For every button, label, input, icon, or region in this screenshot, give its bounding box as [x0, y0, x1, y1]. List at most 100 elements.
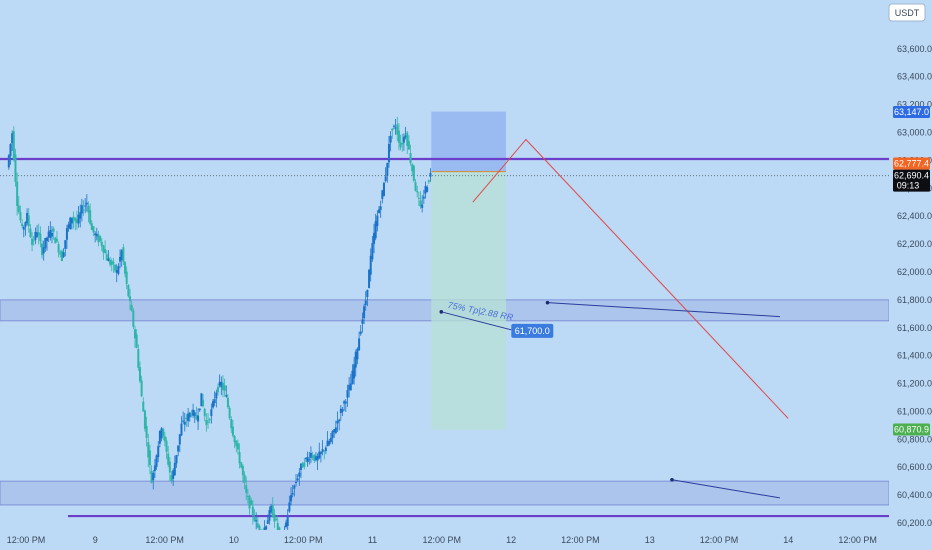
candle-body: [412, 165, 415, 181]
candle-body: [36, 232, 39, 237]
candle-body: [338, 419, 341, 422]
candle-body: [285, 522, 288, 527]
candle-body: [341, 409, 344, 412]
candle-body: [84, 205, 87, 207]
x-tick-label: 14: [783, 535, 793, 545]
candle-body: [147, 442, 150, 458]
candle-body: [167, 453, 170, 465]
candle-body: [65, 228, 68, 240]
candle-body: [419, 200, 422, 207]
candle-body: [67, 224, 70, 229]
candle-body: [236, 443, 239, 450]
candle-body: [429, 172, 432, 177]
x-tick-label: 13: [645, 535, 655, 545]
price-axis[interactable]: [889, 0, 932, 550]
candle-body: [401, 143, 404, 145]
y-tick-label: 63,600.0: [897, 44, 932, 54]
candle-body: [44, 237, 47, 249]
x-tick-label: 9: [93, 535, 98, 545]
candle-body: [163, 436, 166, 442]
zone-1[interactable]: [0, 480, 890, 506]
candle-body: [253, 517, 256, 521]
candle-body: [107, 258, 110, 262]
trend-line-anchor[interactable]: [545, 300, 550, 305]
candle-body: [50, 233, 53, 237]
candle-body: [137, 348, 140, 368]
candle-body: [115, 270, 118, 273]
candle-body: [309, 452, 312, 458]
candle-body: [273, 514, 276, 522]
x-tick-label: 10: [229, 535, 239, 545]
candle-body: [333, 429, 336, 432]
price-tag[interactable]: [893, 423, 930, 436]
candle-body: [173, 462, 176, 476]
candle-body: [153, 465, 156, 472]
y-tick-label: 62,200.0: [897, 239, 932, 249]
trend-line-0[interactable]: [472, 138, 789, 419]
trend-line-2[interactable]: [671, 479, 780, 499]
candle-body: [238, 452, 241, 464]
candle-body: [9, 144, 12, 157]
candle-body: [89, 210, 92, 224]
candle-body: [152, 472, 155, 481]
candle-body: [47, 231, 50, 238]
candle-body: [54, 237, 57, 244]
trend-line-1[interactable]: [547, 302, 780, 318]
annotation-line: [441, 311, 512, 331]
candle-body: [95, 233, 98, 237]
position-target-zone[interactable]: [431, 171, 506, 430]
candle-body: [359, 331, 362, 334]
candle-body: [75, 219, 78, 224]
candle-body: [304, 458, 307, 460]
x-tick-label: 12: [506, 535, 516, 545]
candle-body: [318, 451, 321, 459]
candle-body: [90, 223, 93, 230]
candle-body: [125, 271, 128, 284]
y-tick-label: 60,200.0: [897, 518, 932, 528]
candle-body: [364, 300, 367, 306]
candle-body: [417, 197, 420, 199]
candle-body: [363, 306, 366, 319]
candle-body: [291, 493, 294, 495]
candle-body: [197, 415, 200, 422]
candle-body: [190, 414, 193, 416]
currency-label: USDT: [895, 8, 920, 18]
candle-body: [323, 450, 326, 452]
currency-badge[interactable]: USDT: [888, 3, 926, 22]
price-tag[interactable]: [893, 157, 930, 170]
candle-body: [150, 471, 153, 483]
y-tick-label: 61,400.0: [897, 351, 932, 361]
candle-body: [62, 252, 65, 257]
candle-body: [404, 135, 407, 138]
candle-body: [203, 408, 206, 417]
candle-body: [178, 434, 181, 445]
candle-body: [109, 260, 112, 265]
candle-body: [231, 426, 234, 436]
candle-body: [160, 428, 163, 439]
annotation-target-tag[interactable]: [511, 323, 554, 338]
candle-body: [104, 249, 107, 253]
candle-body: [407, 140, 410, 150]
price-tag[interactable]: [893, 105, 930, 118]
candle-body: [102, 245, 105, 253]
candle-body: [220, 381, 223, 388]
candle-body: [265, 526, 268, 530]
time-axis[interactable]: [0, 530, 889, 550]
x-tick-label: 12:00 PM: [838, 535, 877, 545]
candle-body: [406, 132, 409, 146]
candle-body: [133, 329, 136, 339]
candle-body: [334, 427, 337, 434]
candle-body: [376, 215, 379, 227]
candle-body: [250, 500, 253, 506]
candle-body: [321, 449, 324, 452]
trend-line-anchor[interactable]: [670, 477, 674, 482]
candle-body: [248, 495, 251, 509]
candle-body: [246, 495, 249, 497]
candle-body: [124, 262, 127, 274]
candle-body: [157, 446, 160, 457]
candle-body: [195, 414, 198, 420]
current-price-tag[interactable]: [893, 169, 930, 192]
position-stop-zone[interactable]: [431, 111, 506, 172]
candle-body: [414, 182, 417, 191]
